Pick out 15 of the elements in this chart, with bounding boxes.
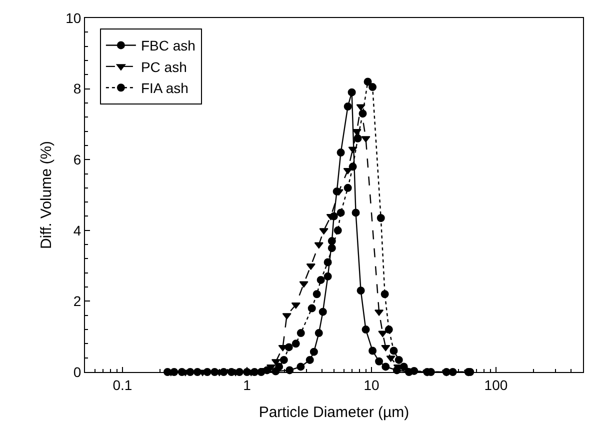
x-tick-label: 10 [364, 376, 380, 393]
y-tick-label: 2 [73, 293, 82, 310]
legend-label: PC ash [140, 58, 187, 75]
y-tick-label: 8 [73, 80, 82, 97]
y-tick-label: 4 [73, 222, 82, 238]
legend-label: FIA ash [140, 80, 188, 96]
x-tick-label: 1 [243, 376, 252, 393]
y-tick-label: 0 [73, 364, 82, 380]
x-tick-label: 0.1 [112, 376, 132, 393]
x-axis-title: Particle Diameter (µm) [258, 404, 410, 421]
y-tick-label: 10 [66, 10, 82, 26]
y-tick-label: 6 [73, 152, 82, 168]
y-axis-title: Diff. Volume (%) [38, 140, 55, 250]
legend-label: FBC ash [140, 38, 196, 54]
x-tick-label: 100 [484, 376, 508, 393]
